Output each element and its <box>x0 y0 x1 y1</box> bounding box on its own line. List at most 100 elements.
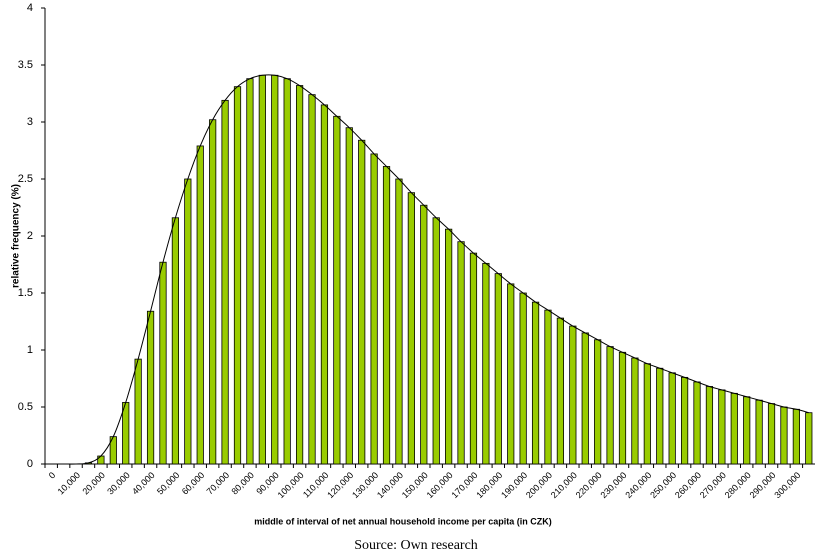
bar <box>233 86 242 465</box>
x-tick-label: 60,000 <box>180 470 207 497</box>
bar <box>308 94 316 465</box>
bar <box>556 317 565 465</box>
y-tick-label: 2.5 <box>18 173 33 185</box>
bar <box>494 273 502 465</box>
x-tick-label: 160,000 <box>425 470 455 500</box>
x-tick-label: 300,000 <box>772 470 802 500</box>
bar <box>209 119 217 465</box>
x-tick-label: 250,000 <box>648 470 678 500</box>
curve <box>51 74 809 465</box>
bar <box>680 376 689 465</box>
bar <box>693 381 701 465</box>
x-tick-label: 260,000 <box>673 470 703 500</box>
x-tick-label: 80,000 <box>229 470 256 497</box>
x-tick-label: 170,000 <box>449 470 479 500</box>
bar <box>395 178 403 465</box>
x-tick-label: 270,000 <box>698 470 728 500</box>
bar <box>594 339 602 465</box>
y-tick-label: 1.5 <box>18 287 33 299</box>
y-tick-label: 4 <box>27 2 33 14</box>
x-tick-label: 240,000 <box>623 470 653 500</box>
bar <box>246 78 254 465</box>
x-tick-label: 40,000 <box>130 470 157 497</box>
x-tick-label: 150,000 <box>400 470 430 500</box>
x-tick-label: 180,000 <box>474 470 504 500</box>
y-tick-label: 0 <box>27 458 33 470</box>
x-tick-label: 120,000 <box>325 470 355 500</box>
x-tick-label: 50,000 <box>155 470 182 497</box>
x-tick-label: 200,000 <box>524 470 554 500</box>
bar <box>618 351 627 465</box>
bar <box>320 104 329 465</box>
bar <box>457 241 465 465</box>
bar <box>581 332 589 465</box>
bar <box>432 217 440 465</box>
bar <box>531 301 540 465</box>
x-tick-label: 10,000 <box>56 470 83 497</box>
bar <box>196 145 204 465</box>
bar <box>705 386 714 465</box>
bar <box>420 204 428 465</box>
bar <box>743 396 751 465</box>
bar <box>184 178 192 465</box>
bar <box>780 406 788 465</box>
bar <box>805 412 813 465</box>
y-tick-label: 2 <box>27 230 33 242</box>
bar <box>668 372 676 465</box>
x-tick-label: 130,000 <box>350 470 380 500</box>
bar <box>271 74 279 465</box>
bar <box>382 166 391 465</box>
bar <box>519 292 527 465</box>
bar <box>221 99 229 465</box>
bar <box>345 127 353 465</box>
bar <box>146 310 155 465</box>
x-axis-label: middle of interval of net annual househo… <box>254 516 552 526</box>
bar <box>767 403 776 465</box>
bar <box>333 115 341 465</box>
bar <box>631 357 639 465</box>
bar <box>643 363 651 465</box>
bar <box>295 85 304 465</box>
bar <box>283 78 291 465</box>
x-tick-label: 220,000 <box>574 470 604 500</box>
x-tick-label: 30,000 <box>105 470 132 497</box>
bar <box>544 309 552 465</box>
bar <box>159 261 167 465</box>
x-tick-label: 290,000 <box>748 470 778 500</box>
bar <box>407 192 415 465</box>
bar <box>370 153 378 465</box>
bar <box>171 217 180 465</box>
bar <box>97 455 105 465</box>
x-tick-label: 210,000 <box>549 470 579 500</box>
y-tick-label: 3.5 <box>18 59 33 71</box>
bar <box>569 325 577 465</box>
bar <box>122 402 130 465</box>
x-tick-label: 140,000 <box>375 470 405 500</box>
x-tick-label: 230,000 <box>599 470 629 500</box>
bar <box>755 399 763 465</box>
bar <box>482 262 490 465</box>
bar <box>507 283 515 465</box>
bar <box>606 346 614 465</box>
y-axis-label: relative frequency (%) <box>11 184 22 288</box>
y-tick-label: 3 <box>27 116 33 128</box>
y-tick-label: 1 <box>27 344 33 356</box>
caption: Source: Own research <box>354 538 478 553</box>
y-tick-label: 0.5 <box>18 401 33 413</box>
bar <box>730 392 738 465</box>
x-tick-label: 0 <box>47 470 58 481</box>
x-tick-label: 70,000 <box>205 470 232 497</box>
x-tick-label: 20,000 <box>80 470 107 497</box>
x-tick-label: 190,000 <box>499 470 529 500</box>
bar <box>792 408 800 465</box>
bar <box>358 139 366 465</box>
bar <box>445 228 453 465</box>
bar <box>469 252 478 465</box>
bar <box>258 74 266 465</box>
bar <box>134 358 142 465</box>
bar <box>656 367 664 465</box>
bar <box>718 389 726 465</box>
x-tick-label: 280,000 <box>723 470 753 500</box>
x-tick-label: 100,000 <box>276 470 306 500</box>
